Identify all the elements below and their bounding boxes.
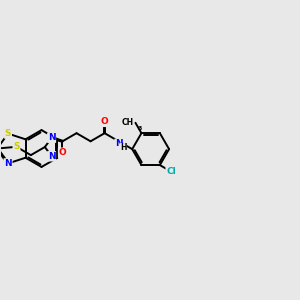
Text: Cl: Cl <box>166 167 176 176</box>
Text: N: N <box>4 159 12 168</box>
Text: 3: 3 <box>138 126 142 131</box>
Text: O: O <box>101 117 109 126</box>
Text: CH: CH <box>122 118 134 127</box>
Text: S: S <box>13 142 20 151</box>
Text: N: N <box>48 152 56 161</box>
Text: O: O <box>58 148 66 157</box>
Text: S: S <box>5 129 11 138</box>
Text: N: N <box>115 139 122 148</box>
Text: H: H <box>120 143 127 152</box>
Text: N: N <box>48 133 56 142</box>
